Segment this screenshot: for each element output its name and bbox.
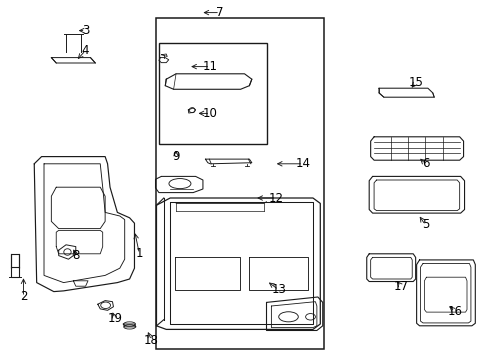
Text: 14: 14 — [295, 157, 310, 170]
Text: 2: 2 — [20, 291, 27, 303]
Text: 11: 11 — [203, 60, 217, 73]
Text: 4: 4 — [81, 44, 89, 57]
Text: 1: 1 — [135, 247, 143, 260]
Bar — [155, 18, 324, 349]
Text: 6: 6 — [421, 157, 428, 170]
Text: 3: 3 — [81, 24, 89, 37]
Text: 19: 19 — [107, 312, 122, 325]
Text: 12: 12 — [268, 192, 283, 204]
Text: 17: 17 — [393, 280, 407, 293]
Text: 10: 10 — [203, 107, 217, 120]
Text: 9: 9 — [172, 150, 180, 163]
Text: 15: 15 — [407, 76, 422, 89]
Text: 18: 18 — [144, 334, 159, 347]
Text: 13: 13 — [271, 283, 285, 296]
Bar — [159, 43, 266, 144]
Text: 8: 8 — [72, 249, 80, 262]
Text: 16: 16 — [447, 305, 461, 318]
Text: 7: 7 — [216, 6, 224, 19]
Text: 5: 5 — [421, 219, 428, 231]
